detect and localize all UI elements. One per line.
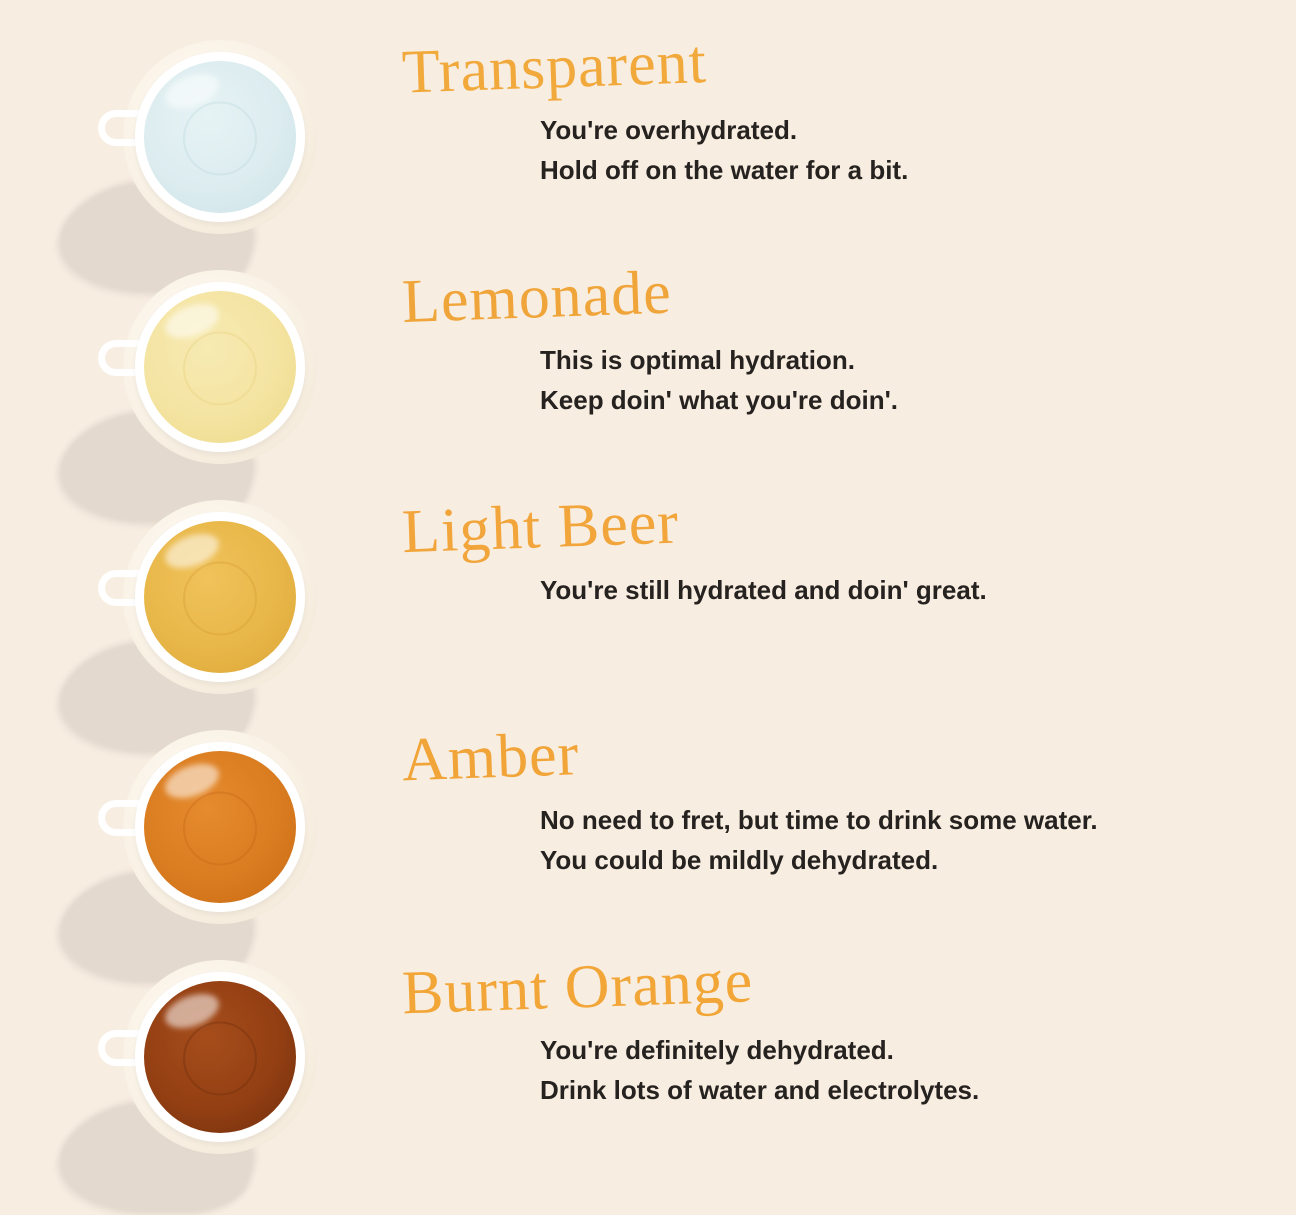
cup-body [135, 512, 305, 682]
text-block: LemonadeThis is optimal hydration.Keep d… [320, 260, 1280, 421]
cup-icon [80, 720, 320, 940]
liquid-ring [183, 331, 257, 405]
hydration-row: Burnt OrangeYou're definitely dehydrated… [80, 950, 1280, 1170]
stage-description: You're definitely dehydrated.Drink lots … [410, 1030, 1280, 1111]
liquid [144, 291, 296, 443]
liquid-ring [183, 101, 257, 175]
stage-heading: Amber [401, 723, 580, 791]
liquid [144, 751, 296, 903]
liquid [144, 61, 296, 213]
stage-description: You're still hydrated and doin' great. [410, 570, 1280, 610]
cup-icon [80, 30, 320, 250]
hydration-row: Light Beer You're still hydrated and doin… [80, 490, 1280, 710]
cup-icon [80, 260, 320, 480]
cup-body [135, 972, 305, 1142]
cup-body [135, 52, 305, 222]
stage-heading: Transparent [401, 31, 708, 104]
liquid [144, 521, 296, 673]
desc-line: You could be mildly dehydrated. [540, 840, 1280, 880]
liquid-ring [183, 561, 257, 635]
hydration-row: LemonadeThis is optimal hydration.Keep d… [80, 260, 1280, 480]
desc-line: You're overhydrated. [540, 110, 1280, 150]
liquid-ring [183, 1021, 257, 1095]
liquid-ring [183, 791, 257, 865]
desc-line: Drink lots of water and electrolytes. [540, 1070, 1280, 1110]
text-block: Light Beer You're still hydrated and doin… [320, 490, 1280, 610]
text-block: Amber No need to fret, but time to drink … [320, 720, 1280, 881]
cup-icon [80, 950, 320, 1170]
liquid [144, 981, 296, 1133]
cup-icon [80, 490, 320, 710]
hydration-row: Amber No need to fret, but time to drink … [80, 720, 1280, 940]
stage-heading: Light Beer [401, 491, 680, 563]
desc-line: You're still hydrated and doin' great. [540, 570, 1280, 610]
stage-description: This is optimal hydration.Keep doin' wha… [410, 340, 1280, 421]
stage-heading: Lemonade [401, 262, 673, 333]
desc-line: Keep doin' what you're doin'. [540, 380, 1280, 420]
text-block: TransparentYou're overhydrated.Hold off … [320, 30, 1280, 191]
stage-description: No need to fret, but time to drink some … [410, 800, 1280, 881]
stage-heading: Burnt Orange [401, 950, 754, 1024]
hydration-row: TransparentYou're overhydrated.Hold off … [80, 30, 1280, 250]
text-block: Burnt OrangeYou're definitely dehydrated… [320, 950, 1280, 1111]
cup-body [135, 742, 305, 912]
desc-line: You're definitely dehydrated. [540, 1030, 1280, 1070]
desc-line: This is optimal hydration. [540, 340, 1280, 380]
cup-body [135, 282, 305, 452]
desc-line: No need to fret, but time to drink some … [540, 800, 1280, 840]
stage-description: You're overhydrated.Hold off on the wate… [410, 110, 1280, 191]
desc-line: Hold off on the water for a bit. [540, 150, 1280, 190]
